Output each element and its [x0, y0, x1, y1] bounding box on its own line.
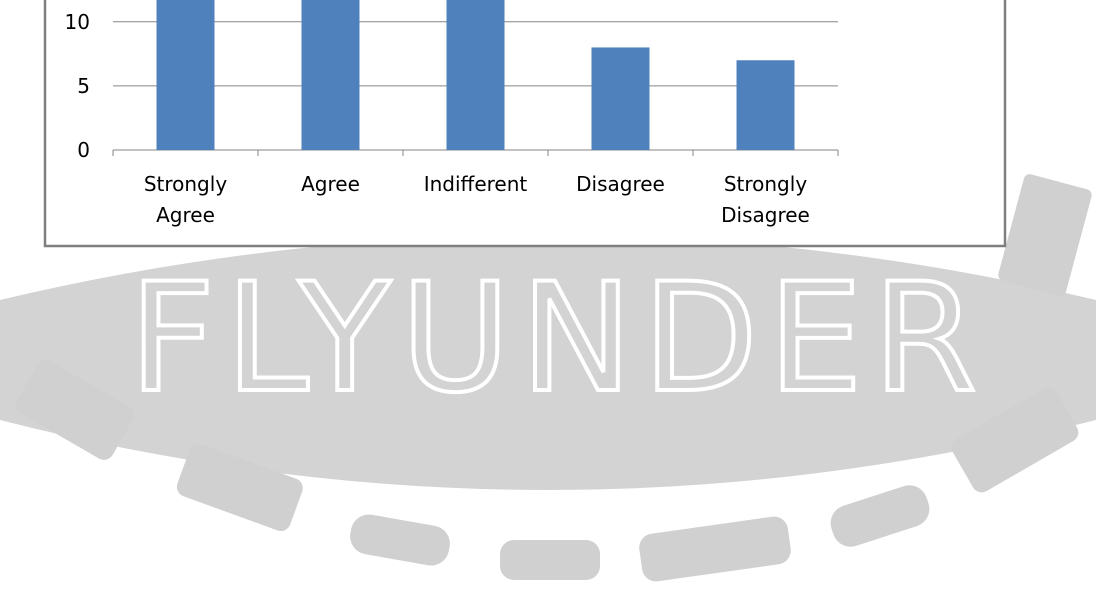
x-tick-label: Agree: [301, 172, 360, 196]
x-tick-label: Indifferent: [423, 172, 528, 196]
x-tick-label: Disagree: [576, 172, 665, 196]
watermark: FLYUNDER: [129, 252, 987, 426]
y-tick-label: 0: [77, 138, 90, 162]
bar: [301, 0, 360, 150]
x-tick-label: Strongly Agree: [143, 172, 228, 227]
bar: [736, 60, 795, 150]
bar: [446, 0, 505, 150]
logo-band: [0, 235, 1096, 490]
bar: [156, 0, 215, 150]
y-tick-label: 5: [77, 74, 90, 98]
x-tick-label: Strongly Disagree: [721, 172, 810, 227]
bar: [591, 47, 650, 150]
vehicles: [16, 174, 1092, 582]
y-tick-label: 10: [65, 10, 90, 34]
